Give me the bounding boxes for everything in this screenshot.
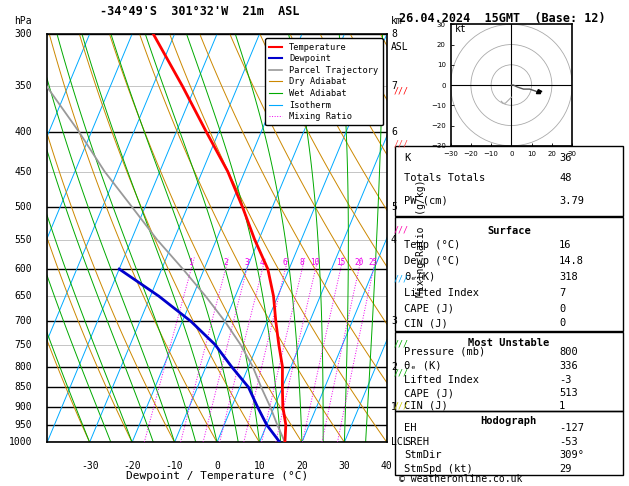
Text: 8: 8 <box>391 29 397 39</box>
Text: 400: 400 <box>14 126 32 137</box>
Text: -53: -53 <box>559 437 577 447</box>
Text: hPa: hPa <box>14 16 32 26</box>
Text: 36: 36 <box>559 154 572 163</box>
Text: 950: 950 <box>14 420 32 430</box>
Text: 700: 700 <box>14 316 32 326</box>
Text: 750: 750 <box>14 340 32 350</box>
Text: 40: 40 <box>381 461 392 470</box>
Text: 14.8: 14.8 <box>559 256 584 266</box>
Text: Hodograph: Hodograph <box>481 416 537 426</box>
Text: 6: 6 <box>391 126 397 137</box>
Text: 550: 550 <box>14 235 32 244</box>
Text: 350: 350 <box>14 81 32 91</box>
Text: 4: 4 <box>260 259 265 267</box>
Legend: Temperature, Dewpoint, Parcel Trajectory, Dry Adiabat, Wet Adiabat, Isotherm, Mi: Temperature, Dewpoint, Parcel Trajectory… <box>265 38 382 125</box>
Text: 25: 25 <box>369 259 378 267</box>
Text: 16: 16 <box>559 240 572 250</box>
Text: 318: 318 <box>559 272 577 281</box>
Text: Most Unstable: Most Unstable <box>468 338 550 348</box>
Text: 26.04.2024  15GMT  (Base: 12): 26.04.2024 15GMT (Base: 12) <box>399 12 606 25</box>
Text: 0: 0 <box>214 461 220 470</box>
Text: © weatheronline.co.uk: © weatheronline.co.uk <box>399 473 523 484</box>
Text: 5: 5 <box>391 202 397 212</box>
Text: 600: 600 <box>14 264 32 274</box>
Text: LCL: LCL <box>391 437 409 447</box>
Text: 850: 850 <box>14 382 32 392</box>
Text: -10: -10 <box>165 461 184 470</box>
Text: StmDir: StmDir <box>404 451 442 460</box>
Text: θₑ(K): θₑ(K) <box>404 272 435 281</box>
Text: CAPE (J): CAPE (J) <box>404 388 454 399</box>
Text: 800: 800 <box>559 347 577 357</box>
Text: km: km <box>391 16 403 26</box>
Text: -127: -127 <box>559 423 584 434</box>
Text: Pressure (mb): Pressure (mb) <box>404 347 486 357</box>
Text: -30: -30 <box>81 461 99 470</box>
Text: ///: /// <box>393 368 408 377</box>
Text: 4: 4 <box>391 235 397 244</box>
Text: 650: 650 <box>14 291 32 301</box>
Text: 800: 800 <box>14 362 32 372</box>
Text: 500: 500 <box>14 202 32 212</box>
Text: -34°49'S  301°32'W  21m  ASL: -34°49'S 301°32'W 21m ASL <box>100 5 300 17</box>
Text: CIN (J): CIN (J) <box>404 401 448 411</box>
Text: Totals Totals: Totals Totals <box>404 173 486 183</box>
Text: 513: 513 <box>559 388 577 399</box>
Text: Dewp (°C): Dewp (°C) <box>404 256 460 266</box>
Text: 900: 900 <box>14 401 32 412</box>
Text: 336: 336 <box>559 361 577 371</box>
Text: 6: 6 <box>283 259 287 267</box>
Text: 0: 0 <box>559 318 565 329</box>
Text: 20: 20 <box>354 259 364 267</box>
Text: 1: 1 <box>391 401 397 412</box>
Text: ///: /// <box>393 87 408 96</box>
Text: 450: 450 <box>14 167 32 176</box>
Text: K: K <box>404 154 410 163</box>
Text: θₑ (K): θₑ (K) <box>404 361 442 371</box>
Text: ///: /// <box>393 340 408 349</box>
Text: 10: 10 <box>311 259 320 267</box>
Text: 20: 20 <box>296 461 308 470</box>
Text: 0: 0 <box>559 304 565 313</box>
Text: 30: 30 <box>338 461 350 470</box>
Text: 7: 7 <box>559 288 565 297</box>
Text: SREH: SREH <box>404 437 429 447</box>
Text: 48: 48 <box>559 173 572 183</box>
Text: kt: kt <box>455 24 467 35</box>
Text: 1: 1 <box>189 259 193 267</box>
Text: Lifted Index: Lifted Index <box>404 288 479 297</box>
Text: ///: /// <box>393 226 408 234</box>
Text: ASL: ASL <box>391 42 409 52</box>
Text: 2: 2 <box>391 362 397 372</box>
Text: Surface: Surface <box>487 226 531 236</box>
Text: CIN (J): CIN (J) <box>404 318 448 329</box>
Text: PW (cm): PW (cm) <box>404 196 448 206</box>
Text: ///: /// <box>393 140 408 149</box>
Text: Dewpoint / Temperature (°C): Dewpoint / Temperature (°C) <box>126 471 308 481</box>
Text: 15: 15 <box>336 259 345 267</box>
Text: 2: 2 <box>223 259 228 267</box>
Text: 3: 3 <box>391 316 397 326</box>
Text: Temp (°C): Temp (°C) <box>404 240 460 250</box>
Text: ///: /// <box>393 401 408 410</box>
Text: Mixing Ratio  (g/kg): Mixing Ratio (g/kg) <box>416 179 426 297</box>
Text: 8: 8 <box>299 259 304 267</box>
Text: 309°: 309° <box>559 451 584 460</box>
Text: 10: 10 <box>253 461 265 470</box>
Text: 1: 1 <box>559 401 565 411</box>
Text: StmSpd (kt): StmSpd (kt) <box>404 464 473 474</box>
Text: 3.79: 3.79 <box>559 196 584 206</box>
Text: -20: -20 <box>123 461 141 470</box>
Text: 300: 300 <box>14 29 32 39</box>
Text: 1000: 1000 <box>8 437 32 447</box>
Text: 3: 3 <box>244 259 249 267</box>
Text: -3: -3 <box>559 375 572 385</box>
Text: EH: EH <box>404 423 416 434</box>
Text: Lifted Index: Lifted Index <box>404 375 479 385</box>
Text: 29: 29 <box>559 464 572 474</box>
Text: 7: 7 <box>391 81 397 91</box>
Text: CAPE (J): CAPE (J) <box>404 304 454 313</box>
Text: ///: /// <box>393 275 408 283</box>
